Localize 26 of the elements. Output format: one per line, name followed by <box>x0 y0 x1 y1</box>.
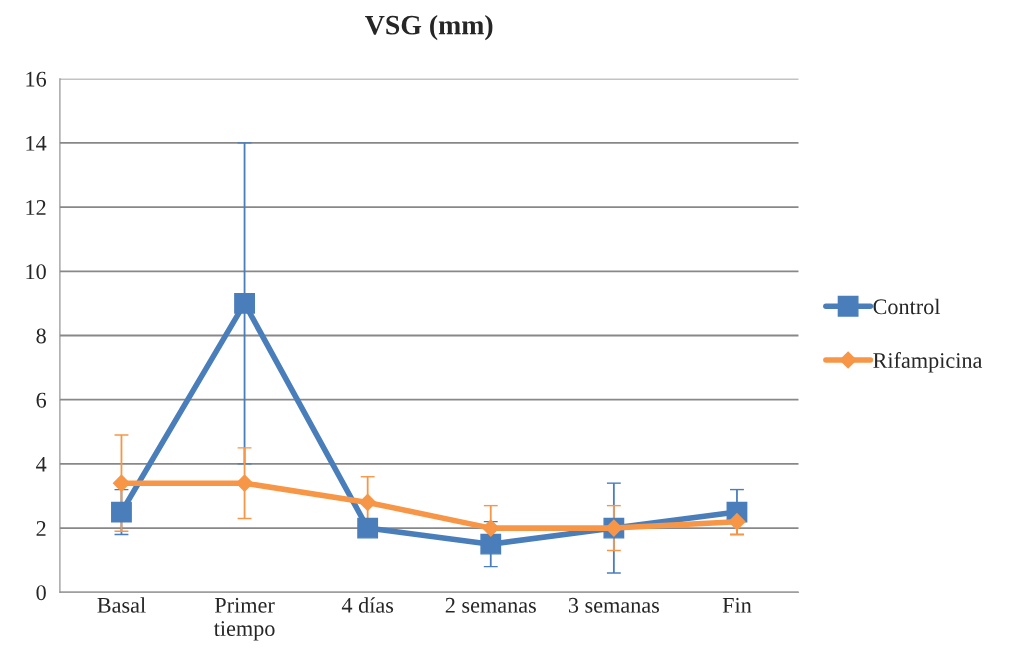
y-tick-label: 8 <box>36 328 46 344</box>
x-tick-label: 2 semanas <box>445 597 536 613</box>
legend-label: Rifampicina <box>873 352 983 373</box>
y-tick-label: 4 <box>36 456 47 472</box>
point <box>482 519 500 537</box>
y-tick-label: 10 <box>26 264 46 280</box>
y-tick-label: 2 <box>36 521 46 536</box>
point <box>234 292 255 314</box>
chart-title: VSG (mm) <box>365 14 493 41</box>
x-tick-label: Basal <box>97 597 146 613</box>
point <box>111 501 132 523</box>
x-tick-label: 4 días <box>341 597 394 613</box>
legend-label: Control <box>873 298 941 315</box>
y-tick-label: 12 <box>26 200 46 215</box>
x-tick-label: Fin <box>722 597 752 613</box>
point <box>728 513 746 531</box>
x-tick-label: Primer tiempo <box>213 597 275 641</box>
x-tick-label: 3 semanas <box>568 597 660 613</box>
y-tick-label: 16 <box>26 71 47 87</box>
y-tick-label: 14 <box>26 135 47 151</box>
point <box>357 517 379 539</box>
point <box>480 533 502 555</box>
y-tick-label: 0 <box>36 585 46 601</box>
point <box>236 474 254 492</box>
y-tick-label: 6 <box>36 392 47 408</box>
point <box>359 493 377 511</box>
